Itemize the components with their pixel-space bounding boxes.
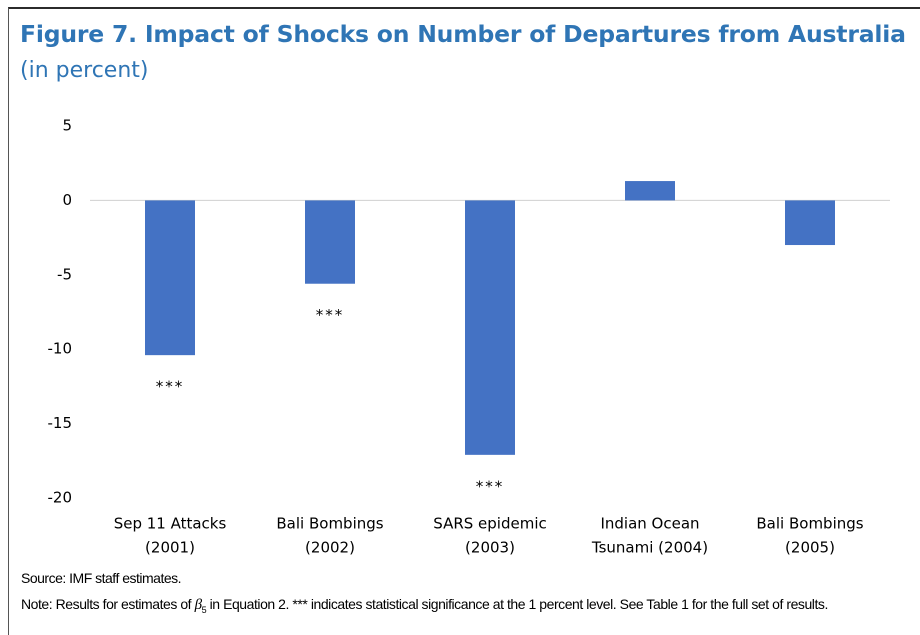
x-tick-label: Tsunami (2004): [591, 539, 708, 557]
chart: 5 0 -5 -10 -15 -20 Sep 11 Attacks (2001) *** Bali…: [48, 117, 890, 557]
significance-marker: ***: [316, 306, 345, 324]
y-tick-label: -5: [57, 265, 72, 283]
bar: [465, 200, 515, 455]
y-tick-label: -20: [48, 489, 73, 507]
x-tick-label: (2001): [145, 539, 195, 557]
x-tick-label: (2002): [305, 539, 355, 557]
y-tick-label: -15: [48, 414, 73, 432]
note: Note: Results for estimates of β5 in Equ…: [21, 594, 920, 620]
source: Source: IMF staff estimates.: [21, 570, 182, 586]
bar: [145, 200, 195, 356]
y-tick-label: 0: [62, 191, 72, 209]
note-text: in Equation 2. *** indicates statistical…: [209, 596, 829, 612]
note-text: Note: Results for estimates of: [21, 596, 192, 612]
y-tick-label: -10: [48, 340, 73, 358]
x-tick-label: Bali Bombings: [276, 515, 383, 533]
significance-marker: ***: [476, 477, 505, 495]
significance-marker: ***: [156, 378, 185, 396]
x-tick-label: Sep 11 Attacks: [114, 515, 227, 533]
y-tick-label: 5: [62, 117, 72, 135]
frame: [8, 7, 920, 635]
x-tick-label: SARS epidemic: [433, 515, 546, 533]
chart-title: Figure 7. Impact of Shocks on Number of …: [20, 20, 906, 48]
x-tick-label: (2005): [785, 539, 835, 557]
bar: [785, 200, 835, 246]
x-tick-label: (2003): [465, 539, 515, 557]
chart-subtitle: (in percent): [20, 58, 149, 83]
bar: [305, 200, 355, 284]
x-tick-label: Indian Ocean: [600, 515, 699, 533]
note-subscript: 5: [201, 604, 207, 615]
x-tick-label: Bali Bombings: [756, 515, 863, 533]
note-symbol: β: [194, 597, 202, 613]
bar: [625, 181, 675, 201]
